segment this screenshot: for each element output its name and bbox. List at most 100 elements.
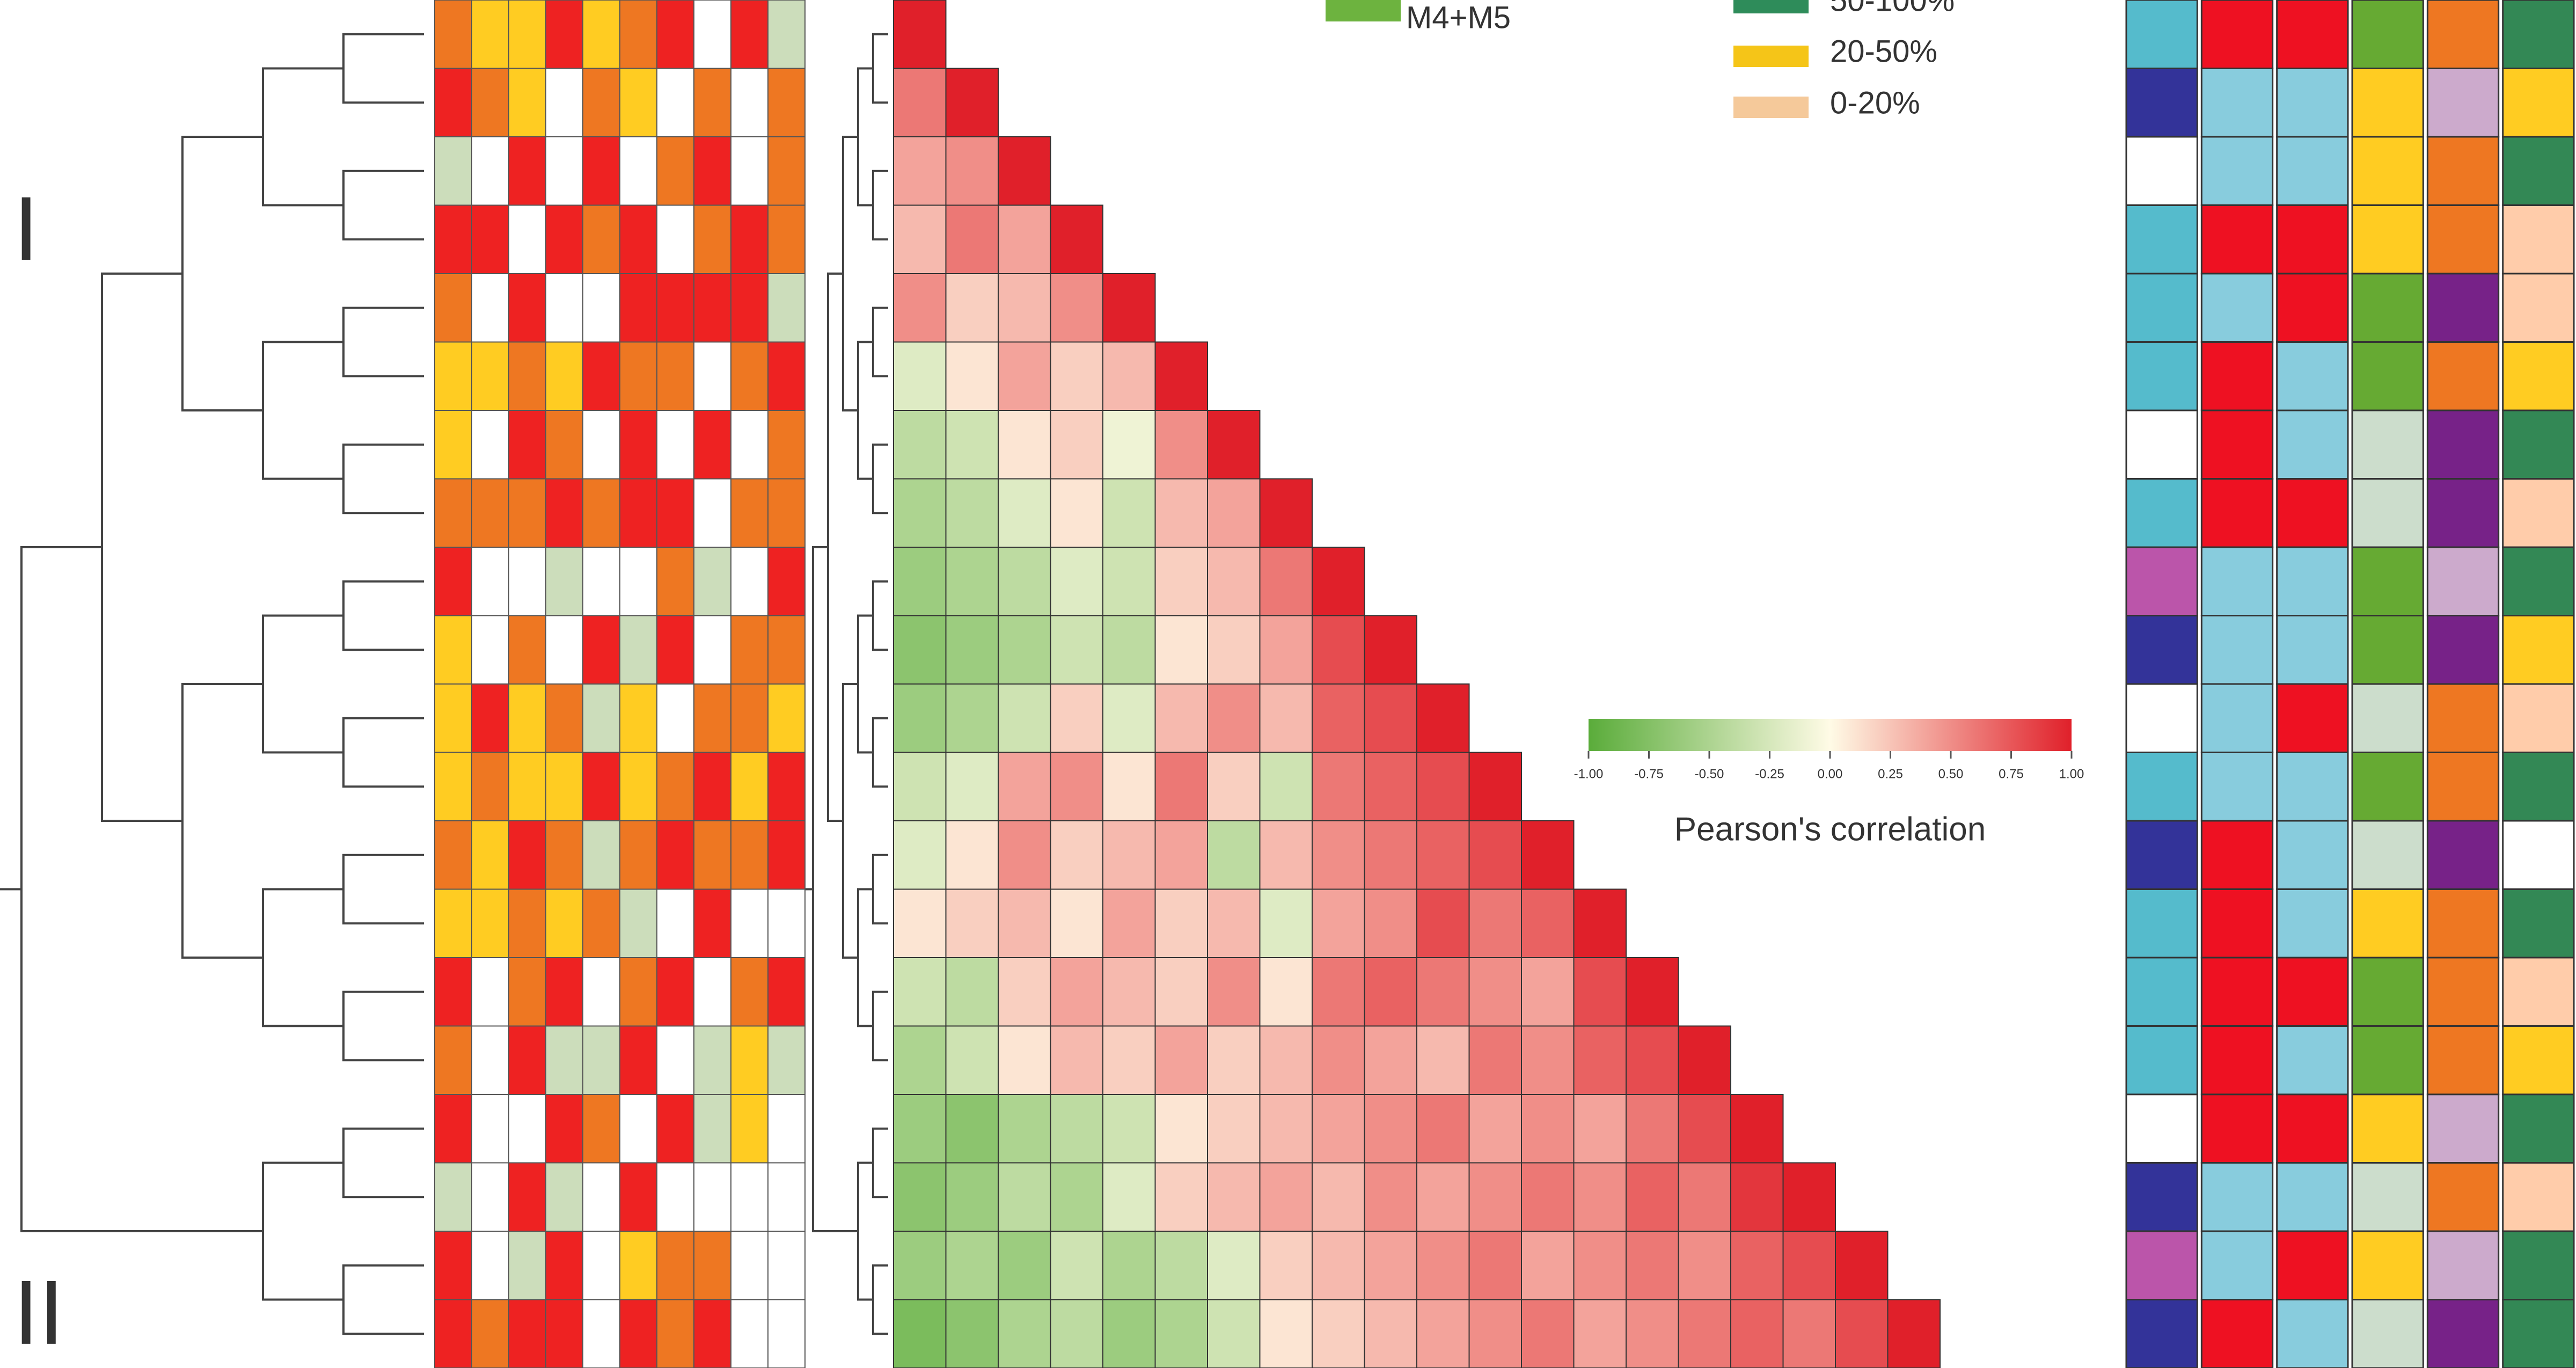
left-cell — [767, 888, 806, 958]
annotation-cell — [2426, 1230, 2500, 1300]
correlation-cell — [998, 820, 1051, 890]
annotation-cell — [2276, 683, 2349, 753]
correlation-cell — [945, 341, 999, 411]
annotation-cell — [2125, 752, 2198, 822]
legend-swatch — [1733, 0, 1809, 13]
left-cell — [730, 1025, 769, 1095]
left-cell — [767, 683, 806, 753]
correlation-cell — [893, 204, 947, 274]
left-cell — [471, 1299, 509, 1368]
correlation-cell — [1102, 615, 1156, 685]
left-cell — [730, 273, 769, 343]
left-cell — [545, 410, 583, 480]
annotation-cell — [2125, 1299, 2198, 1368]
left-cell — [656, 752, 694, 821]
annotation-cell — [2276, 1162, 2349, 1232]
correlation-cell — [1102, 410, 1156, 480]
left-cell — [619, 1231, 657, 1300]
correlation-cell — [1259, 1094, 1313, 1164]
legend-label: M4+M5 — [1406, 0, 1511, 35]
left-cell — [434, 1025, 472, 1095]
correlation-cell — [1207, 478, 1261, 548]
left-cell — [656, 957, 694, 1027]
left-cell — [508, 752, 546, 821]
dendrogram — [0, 33, 888, 1335]
correlation-cell — [1050, 1094, 1103, 1164]
dendrogram-branch — [857, 341, 873, 480]
annotation-cell — [2125, 204, 2198, 275]
correlation-cell — [998, 957, 1051, 1027]
dendrogram-branch — [342, 854, 424, 925]
correlation-cell — [1364, 752, 1417, 821]
left-cell — [730, 683, 769, 753]
annotation-cell — [2351, 683, 2424, 753]
left-cell — [582, 410, 620, 480]
annotation-cell — [2276, 957, 2349, 1027]
dendrogram-branch — [342, 1127, 424, 1198]
left-cell — [582, 957, 620, 1027]
correlation-cell — [1416, 1094, 1470, 1164]
correlation-cell — [1521, 888, 1575, 958]
correlation-cell — [893, 1162, 947, 1232]
left-cell — [693, 1231, 731, 1300]
correlation-cell — [1050, 820, 1103, 890]
dendrogram-branch — [181, 136, 263, 411]
dendrogram-branch — [342, 580, 424, 651]
annotation-cell — [2426, 1162, 2500, 1232]
correlation-cell — [1102, 478, 1156, 548]
dendrogram-branch — [342, 306, 424, 378]
left-cell — [693, 204, 731, 274]
correlation-cell — [1573, 1299, 1627, 1368]
left-cell — [693, 888, 731, 958]
left-cell — [471, 957, 509, 1027]
annotation-cell — [2200, 1230, 2274, 1300]
left-cell — [693, 752, 731, 821]
correlation-cell — [945, 615, 999, 685]
left-cell — [693, 410, 731, 480]
correlation-cell — [1730, 1231, 1784, 1300]
correlation-cell — [1050, 888, 1103, 958]
correlation-cell — [1050, 1025, 1103, 1095]
left-cell — [582, 204, 620, 274]
left-cell — [545, 1162, 583, 1232]
correlation-cell — [1050, 1299, 1103, 1368]
dendrogram-branch — [342, 1264, 424, 1335]
legend-label: 20-50% — [1830, 34, 1937, 69]
left-cell — [693, 136, 731, 206]
left-cell — [545, 1299, 583, 1368]
dendrogram-branch — [20, 546, 263, 1232]
correlation-cell — [1102, 341, 1156, 411]
annotation-cell — [2276, 273, 2349, 343]
correlation-cell — [1102, 547, 1156, 616]
left-cell — [693, 0, 731, 69]
correlation-cell — [1416, 752, 1470, 821]
correlation-cell — [1154, 478, 1208, 548]
left-cell — [767, 204, 806, 274]
annotation-cell — [2502, 888, 2575, 959]
annotation-cell — [2426, 409, 2500, 480]
annotation-cell — [2276, 204, 2349, 275]
correlation-cell — [1050, 341, 1103, 411]
left-cell — [508, 204, 546, 274]
left-cell — [471, 1231, 509, 1300]
annotation-cell — [2502, 752, 2575, 822]
annotation-cell — [2276, 888, 2349, 959]
correlation-cell — [1468, 1094, 1522, 1164]
left-cell — [693, 1094, 731, 1164]
annotation-cell — [2200, 957, 2274, 1027]
correlation-cell — [1364, 683, 1417, 753]
correlation-cell — [893, 1025, 947, 1095]
left-cell — [508, 68, 546, 137]
left-cell — [730, 341, 769, 411]
correlation-cell — [1102, 683, 1156, 753]
annotation-cell — [2125, 1230, 2198, 1300]
correlation-cell — [945, 273, 999, 343]
annotation-cell — [2502, 1299, 2575, 1368]
correlation-cell — [1154, 683, 1208, 753]
annotation-cell — [2351, 752, 2424, 822]
correlation-cell — [1312, 1025, 1365, 1095]
left-cell — [767, 1299, 806, 1368]
left-cell — [471, 136, 509, 206]
correlation-cell — [893, 1299, 947, 1368]
